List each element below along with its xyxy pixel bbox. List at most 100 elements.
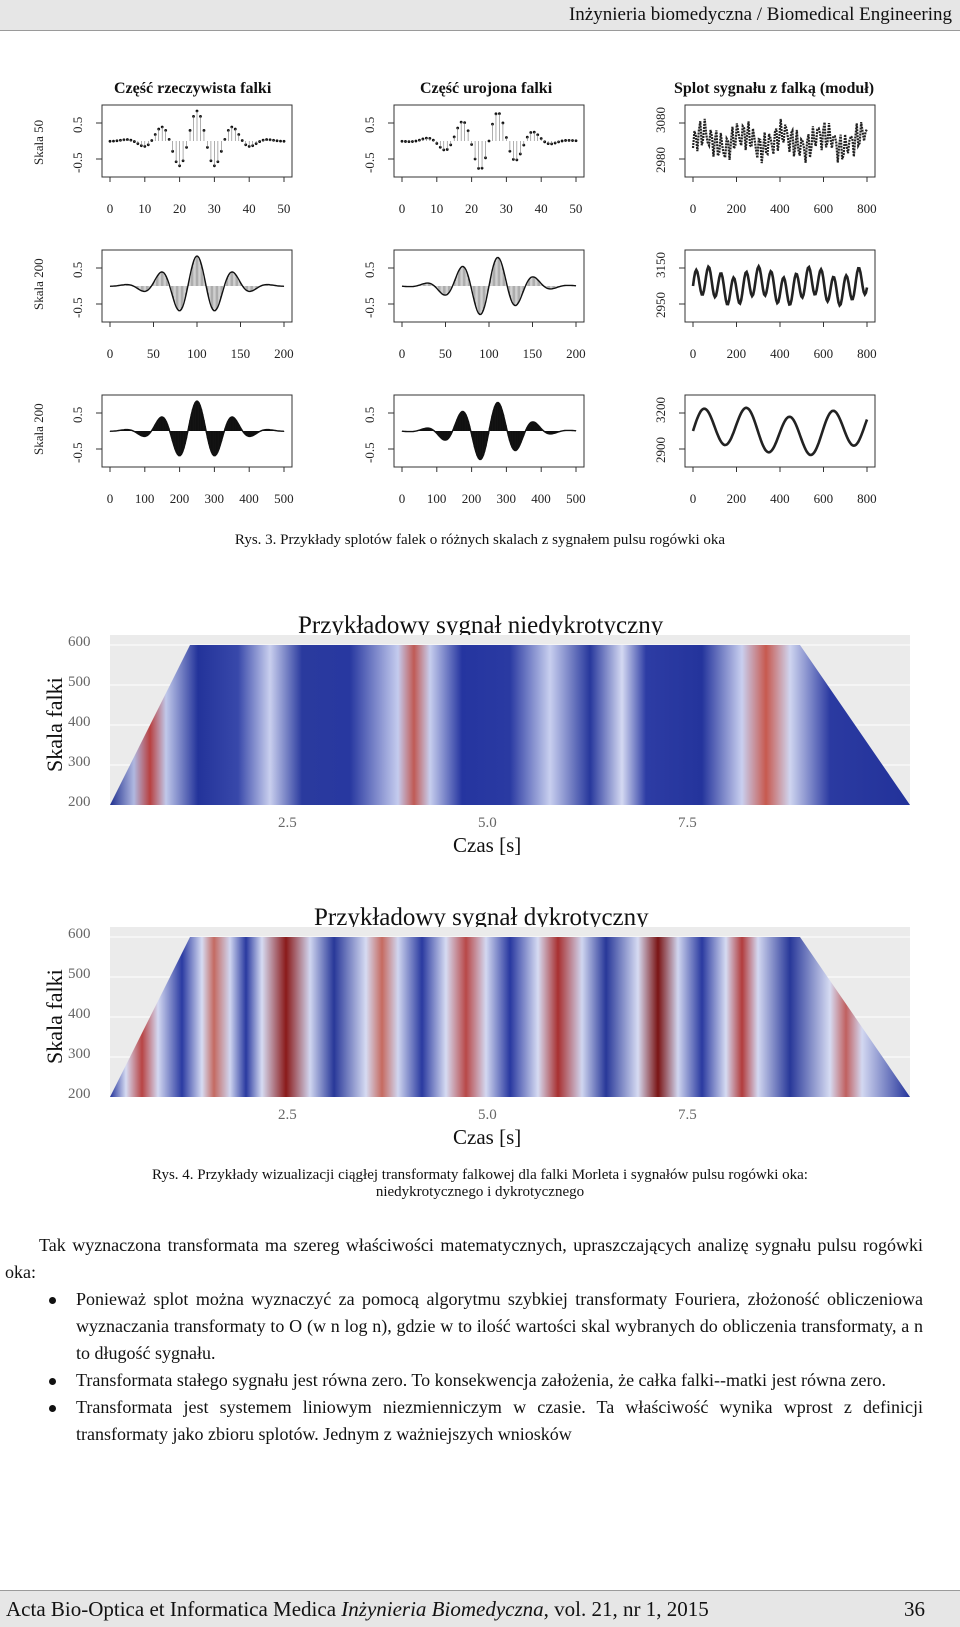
wavelet-point <box>230 125 234 129</box>
wavelet-point <box>126 138 129 141</box>
list-item: Transformata jest systemem liniowym niez… <box>5 1394 923 1448</box>
xtick-label: 300 <box>497 491 517 506</box>
xtick-label: 150 <box>523 346 543 361</box>
row-scale-label: Skala 200 <box>31 403 46 455</box>
body-text: Tak wyznaczona transformata ma szereg wł… <box>5 1232 923 1448</box>
xtick-label: 30 <box>208 201 221 216</box>
wavelet-point <box>532 130 536 134</box>
xtick-label: 200 <box>727 346 747 361</box>
running-footer: Acta Bio-Optica et Informatica Medica In… <box>0 1590 960 1627</box>
wavelet-point <box>188 129 192 132</box>
xtick-label: 200 <box>274 346 294 361</box>
wavelet-point <box>574 139 578 143</box>
wavelet-curve <box>401 401 577 461</box>
wavelet-point <box>279 139 282 143</box>
xtick-label: 400 <box>770 346 790 361</box>
wavelet-point <box>518 152 522 156</box>
xtick-label: 600 <box>814 491 834 506</box>
header-title: Inżynieria biomedyczna / Biomedical Engi… <box>568 4 952 25</box>
journal-citation: Acta Bio-Optica et Informatica Medica In… <box>6 1597 709 1621</box>
heatmap-dicrotic: Przykładowy sygnał dykrotyczny Skala fal… <box>40 892 920 1162</box>
xtick-label: 400 <box>770 491 790 506</box>
ytick-label: 0.5 <box>70 117 85 133</box>
wavelet-point <box>136 142 140 146</box>
xtick-label: 40 <box>243 201 256 216</box>
list-item: Transformata stałego sygnału jest równa … <box>5 1367 923 1394</box>
xtick-label: 200 <box>727 201 747 216</box>
xtick-label: 150 <box>231 346 251 361</box>
wavelet-point <box>452 135 456 139</box>
wavelet-point <box>445 148 449 151</box>
figure-4-caption-line2: niedykrotycznego i dykrotycznego <box>375 1184 585 1200</box>
bullet-icon <box>49 1297 56 1304</box>
ytick-label: -0.5 <box>70 442 85 463</box>
wavelet-point <box>112 139 115 143</box>
xtick-label: 0 <box>690 491 697 506</box>
wavelet-point <box>421 137 425 141</box>
page-number: 36 <box>904 1597 925 1621</box>
wavelet-point <box>550 142 554 146</box>
wavelet-point <box>122 138 126 142</box>
panel-frame <box>101 104 293 178</box>
hm2-xtick: 5.0 <box>478 1107 497 1123</box>
xtick-label: 800 <box>857 491 877 506</box>
ytick-label: 3080 <box>653 107 668 133</box>
hm2-ytick: 300 <box>68 1046 91 1062</box>
ytick-label: -0.5 <box>362 297 377 318</box>
list-item: Ponieważ splot można wyznaczyć za pomocą… <box>5 1286 923 1367</box>
xtick-label: 800 <box>857 201 877 216</box>
ytick-label: 0.5 <box>362 117 377 133</box>
figure-4-caption-line1: Rys. 4. Przykłady wizualizacji ciągłej t… <box>152 1167 808 1183</box>
figure-3-caption: Rys. 3. Przykłady splotów falek o różnyc… <box>234 532 726 548</box>
heatmap-1-plot <box>110 635 910 805</box>
ytick-label: 3200 <box>653 397 668 423</box>
xtick-label: 500 <box>274 491 294 506</box>
xtick-label: 0 <box>107 346 114 361</box>
hm2-ytick: 200 <box>68 1086 91 1102</box>
bullet-icon <box>49 1405 56 1412</box>
heatmap-2-xlabel: Czas [s] <box>453 1125 522 1149</box>
xtick-label: 800 <box>857 346 877 361</box>
wavelet-point <box>265 138 268 141</box>
xtick-label: 200 <box>170 491 190 506</box>
xtick-label: 200 <box>727 491 747 506</box>
hm2-xtick: 7.5 <box>678 1107 697 1123</box>
wavelet-point <box>546 142 550 146</box>
xtick-label: 100 <box>135 491 155 506</box>
xtick-label: 400 <box>531 491 551 506</box>
xtick-label: 50 <box>147 346 160 361</box>
xtick-label: 100 <box>187 346 207 361</box>
hm1-ytick: 500 <box>68 674 91 690</box>
xtick-label: 400 <box>770 201 790 216</box>
xtick-label: 10 <box>138 201 151 216</box>
hm1-xtick: 2.5 <box>278 815 297 831</box>
ytick-label: 0.5 <box>70 262 85 278</box>
wavelet-point <box>459 120 463 124</box>
xtick-label: 500 <box>566 491 586 506</box>
xtick-label: 100 <box>427 491 447 506</box>
figure-4-caption: Rys. 4. Przykłady wizualizacji ciągłej t… <box>40 1167 920 1201</box>
hm1-xtick: 7.5 <box>678 815 697 831</box>
ytick-label: -0.5 <box>70 152 85 173</box>
heatmap-nondicrotic: Przykładowy sygnał niedykrotyczny Skala … <box>40 600 920 870</box>
wavelet-point <box>529 131 533 134</box>
xtick-label: 0 <box>107 491 114 506</box>
heatmap-1-xlabel: Czas [s] <box>453 833 522 857</box>
row-scale-label: Skala 200 <box>31 258 46 310</box>
xtick-label: 10 <box>430 201 443 216</box>
xtick-label: 600 <box>814 346 834 361</box>
heatmap-1-ylabel: Skala falki <box>42 677 67 772</box>
wavelet-point <box>560 139 564 143</box>
heatmap-1-title: Przykładowy sygnał niedykrotyczny <box>298 612 664 639</box>
ytick-label: -0.5 <box>362 152 377 173</box>
panel-frame <box>101 394 293 468</box>
col-title-real: Część rzeczywista falki <box>114 80 272 97</box>
wavelet-point <box>543 140 547 144</box>
xtick-label: 20 <box>465 201 478 216</box>
xtick-label: 0 <box>107 201 114 216</box>
heatmap-2-title: Przykładowy sygnał dykrotyczny <box>314 904 649 931</box>
xtick-label: 200 <box>566 346 586 361</box>
hm2-ytick: 600 <box>68 926 91 942</box>
row-scale-label: Skala 50 <box>31 120 46 165</box>
wavelet-curve <box>109 400 285 457</box>
